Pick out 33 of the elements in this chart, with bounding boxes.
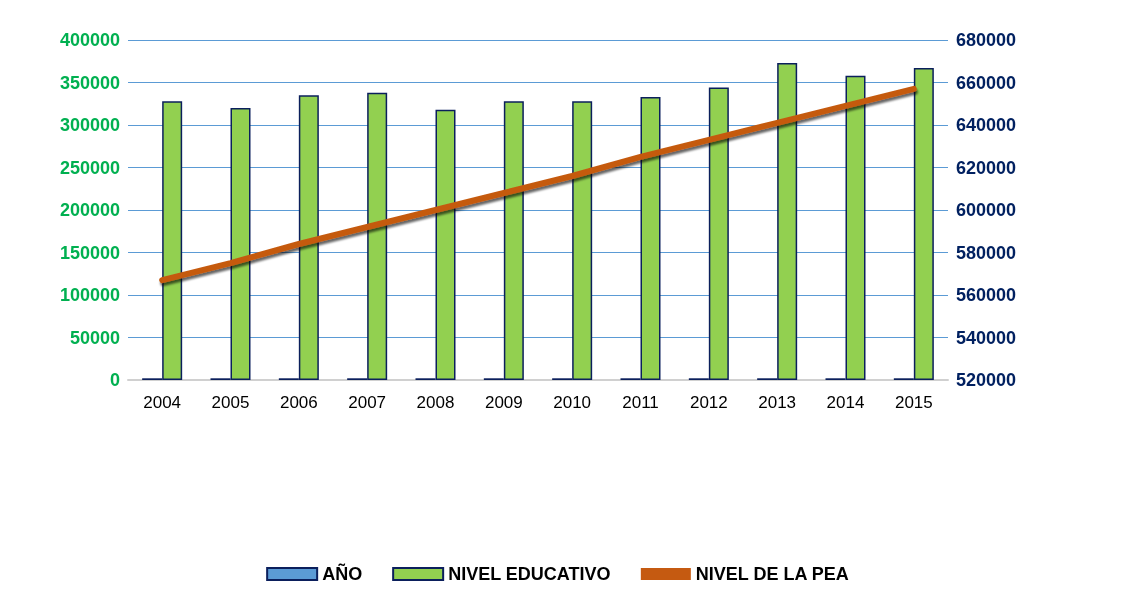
y-tick-label: 300000 (59, 115, 120, 135)
x-tick-label: 2012 (689, 393, 728, 412)
y-tick-label: 200000 (59, 200, 120, 220)
y-tick-label: 350000 (59, 72, 120, 93)
x-tick-label: 2010 (553, 393, 592, 412)
x-tick-label: 2009 (484, 393, 523, 412)
y-tick-label: 100000 (59, 285, 120, 305)
legend-label: NIVEL DE LA PEA (695, 564, 849, 584)
x-tick-label: 2015 (894, 393, 933, 412)
y2-tick-label: 620000 (956, 157, 1017, 178)
y2-tick-label: 520000 (956, 370, 1017, 390)
y-tick-label: 400000 (59, 30, 120, 50)
y2-tick-label: 540000 (956, 327, 1017, 348)
legend-label: AÑO (322, 563, 363, 584)
x-tick-label: 2014 (826, 393, 865, 412)
y-tick-label: 150000 (59, 242, 120, 263)
y-tick-label: 0 (109, 370, 120, 390)
x-tick-label: 2011 (622, 393, 659, 412)
x-tick-label: 2007 (348, 393, 387, 412)
x-tick-label: 2005 (211, 393, 250, 412)
y2-tick-label: 640000 (956, 115, 1017, 135)
y2-tick-label: 680000 (956, 30, 1017, 50)
y-tick-label: 250000 (59, 157, 120, 178)
y-tick-label: 50000 (69, 327, 120, 348)
x-tick-label: 2006 (279, 393, 318, 412)
x-tick-label: 2008 (416, 393, 455, 412)
y2-tick-label: 600000 (956, 200, 1017, 220)
legend-label: NIVEL EDUCATIVO (448, 564, 611, 584)
y2-tick-label: 660000 (956, 72, 1017, 93)
y2-tick-label: 580000 (956, 242, 1017, 263)
x-tick-label: 2004 (143, 393, 182, 412)
y2-tick-label: 560000 (956, 285, 1017, 305)
x-tick-label: 2013 (758, 393, 797, 412)
